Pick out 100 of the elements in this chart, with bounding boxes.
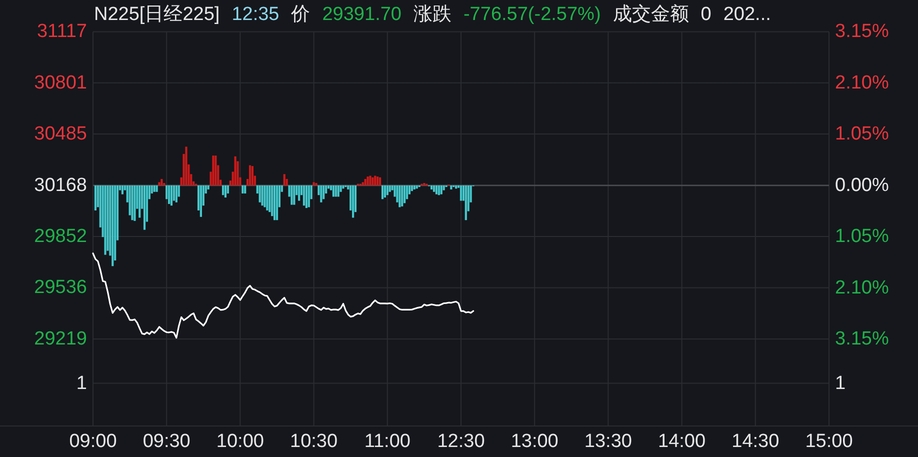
text: 涨跌 — [413, 4, 452, 25]
y2-tick-label: 0.00% — [835, 174, 889, 196]
bar — [214, 156, 217, 186]
bar — [207, 185, 210, 190]
text: -776.57(-2.57%) — [463, 4, 601, 25]
bar — [131, 185, 134, 220]
bar — [298, 185, 300, 201]
x-tick-label: 15:00 — [805, 431, 853, 452]
bar — [376, 176, 379, 186]
bar — [369, 176, 372, 186]
bar — [258, 185, 261, 202]
bar — [305, 185, 308, 208]
bar — [158, 182, 160, 186]
bar — [302, 185, 306, 206]
bar — [271, 185, 274, 216]
bar — [121, 185, 124, 194]
bar — [168, 185, 170, 204]
bar — [464, 185, 467, 220]
bar — [423, 182, 426, 186]
bar — [366, 176, 369, 186]
bar — [134, 185, 136, 221]
bar — [381, 185, 384, 200]
bar — [226, 185, 229, 194]
bar — [398, 185, 401, 208]
x-tick-label: 09:00 — [69, 431, 117, 452]
bar — [138, 185, 141, 218]
bar — [264, 185, 266, 208]
bar — [352, 185, 354, 218]
text: 12:35 — [232, 4, 280, 25]
bar — [200, 185, 202, 217]
x-tick-label: 10:00 — [216, 431, 264, 452]
bar — [337, 185, 340, 197]
bar — [290, 185, 293, 205]
x-tick-label: 14:00 — [658, 431, 706, 452]
bar — [276, 185, 278, 220]
y-tick-label: 31117 — [36, 21, 87, 42]
bar — [112, 185, 114, 266]
bar — [222, 185, 224, 196]
bar — [386, 185, 388, 196]
bar — [332, 185, 334, 197]
bar — [283, 174, 286, 186]
x-tick-label: 09:30 — [142, 431, 190, 452]
bar — [432, 185, 436, 192]
y-tick-label: 29219 — [34, 328, 87, 350]
y-tick-label: 29852 — [34, 226, 87, 248]
y-tick-label: 29536 — [34, 277, 87, 298]
bar — [308, 185, 310, 208]
bar — [156, 185, 158, 192]
y-tick-label: 30801 — [34, 72, 87, 94]
bar — [160, 178, 163, 186]
x-tick-label: 12:30 — [437, 431, 485, 452]
bar — [175, 185, 178, 202]
bar — [435, 185, 438, 194]
y2-tick-label: 1.05% — [835, 124, 889, 145]
y2-tick-label: 3.15% — [835, 21, 889, 42]
bar — [242, 185, 244, 194]
bar — [261, 185, 264, 206]
text: 成交金额 — [612, 3, 689, 25]
bar — [413, 185, 416, 190]
x-tick-label: 10:30 — [290, 431, 338, 452]
bar — [342, 185, 344, 189]
bar — [430, 185, 433, 190]
bar — [406, 185, 408, 200]
bar — [364, 178, 366, 186]
bar — [224, 185, 227, 198]
text: 1 — [76, 372, 87, 394]
bar — [212, 156, 214, 186]
bar — [244, 185, 246, 194]
bar — [438, 185, 440, 196]
bar — [163, 182, 166, 186]
bar — [372, 177, 374, 186]
bar — [94, 185, 96, 210]
text: 价 — [290, 4, 310, 25]
bar — [378, 177, 382, 186]
bar — [274, 185, 276, 220]
bar — [460, 185, 462, 201]
line-series — [92, 252, 474, 339]
x-tick-label: 14:30 — [732, 431, 780, 452]
x-tick-label: 11:00 — [364, 431, 410, 452]
x-tick-label: 13:00 — [510, 431, 558, 452]
bar — [384, 185, 386, 198]
bar — [234, 156, 236, 186]
y2-tick-label: 2.10% — [835, 277, 889, 298]
y-tick-label: 30485 — [34, 124, 87, 145]
bar — [266, 185, 268, 210]
bar — [374, 176, 376, 186]
bar — [251, 166, 254, 186]
bar — [312, 182, 315, 186]
bar — [104, 185, 106, 255]
bar — [442, 185, 445, 190]
text: 202... — [723, 4, 771, 25]
bar — [322, 185, 325, 200]
bar — [404, 185, 406, 204]
bar — [450, 185, 452, 190]
bar — [153, 185, 156, 192]
y2-tick-label: 2.10% — [835, 72, 889, 94]
bar — [143, 185, 146, 230]
chart-title: N225[日经225] — [94, 4, 220, 25]
bar — [362, 182, 364, 186]
bar — [410, 185, 413, 192]
